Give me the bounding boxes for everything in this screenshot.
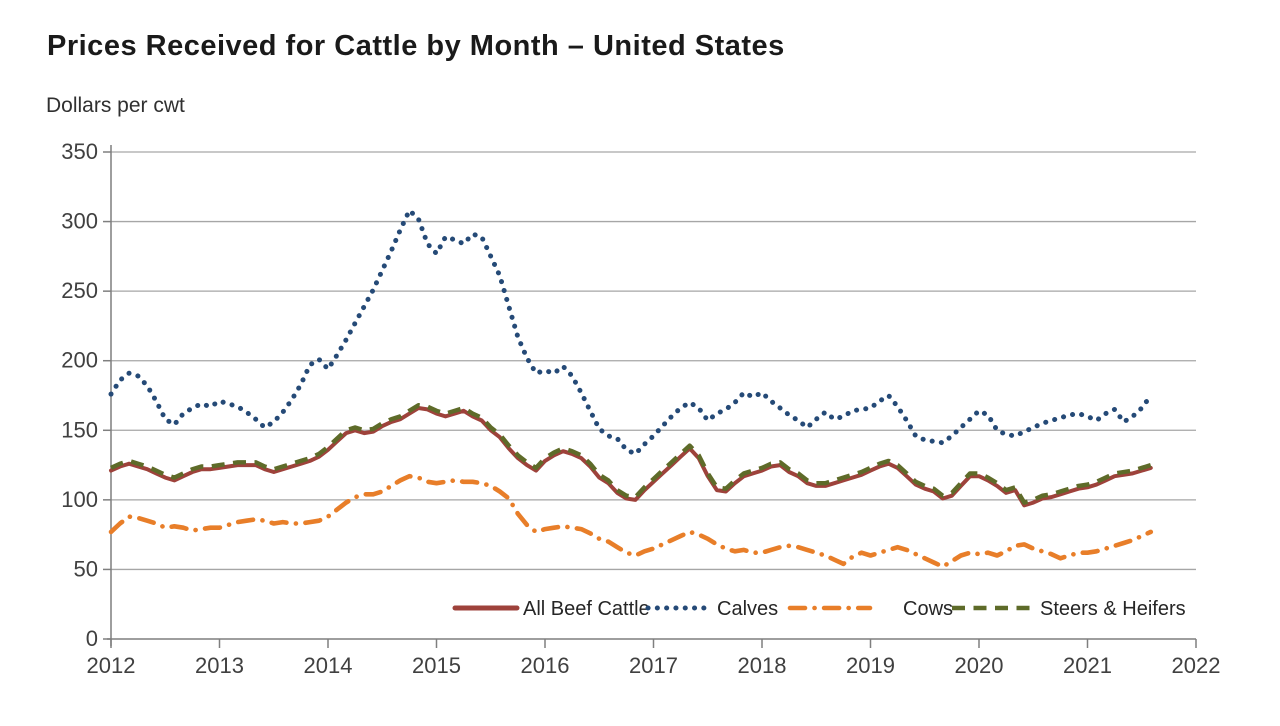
y-tick-label-100: 100 (61, 487, 98, 512)
x-tick-label-2021: 2021 (1063, 653, 1112, 678)
x-tick-label-2018: 2018 (738, 653, 787, 678)
x-tick-label-2014: 2014 (304, 653, 353, 678)
series-line-all-beef-cattle (109, 406, 1153, 508)
y-tick-label-300: 300 (61, 209, 98, 234)
y-tick-label-150: 150 (61, 417, 98, 442)
y-tick-label-350: 350 (61, 139, 98, 164)
x-tick-label-2020: 2020 (955, 653, 1004, 678)
x-tick-label-2022: 2022 (1172, 653, 1221, 678)
y-tick-label-50: 50 (74, 556, 98, 581)
x-tick-label-2013: 2013 (195, 653, 244, 678)
series-line-calves (108, 207, 1154, 457)
x-tick-label-2015: 2015 (412, 653, 461, 678)
legend-label-all-beef-cattle: All Beef Cattle (523, 598, 650, 620)
x-tick-label-2019: 2019 (846, 653, 895, 678)
y-tick-label-0: 0 (86, 626, 98, 651)
x-tick-label-2017: 2017 (629, 653, 678, 678)
legend-label-steers-heifers: Steers & Heifers (1040, 598, 1186, 620)
x-tick-label-2012: 2012 (87, 653, 136, 678)
y-axis-units-label: Dollars per cwt (46, 94, 185, 117)
legend: All Beef Cattle Calves Cows Steers & Heifer… (452, 598, 1186, 620)
chart-title: Prices Received for Cattle by Month – Un… (47, 30, 785, 62)
x-tick-label-2016: 2016 (521, 653, 570, 678)
legend-label-calves: Calves (717, 598, 778, 620)
legend-label-cows: Cows (903, 598, 953, 620)
series-line-steers-heifers (110, 403, 1152, 505)
y-tick-label-250: 250 (61, 278, 98, 303)
series-line-cows (108, 473, 1154, 569)
y-tick-label-200: 200 (61, 348, 98, 373)
